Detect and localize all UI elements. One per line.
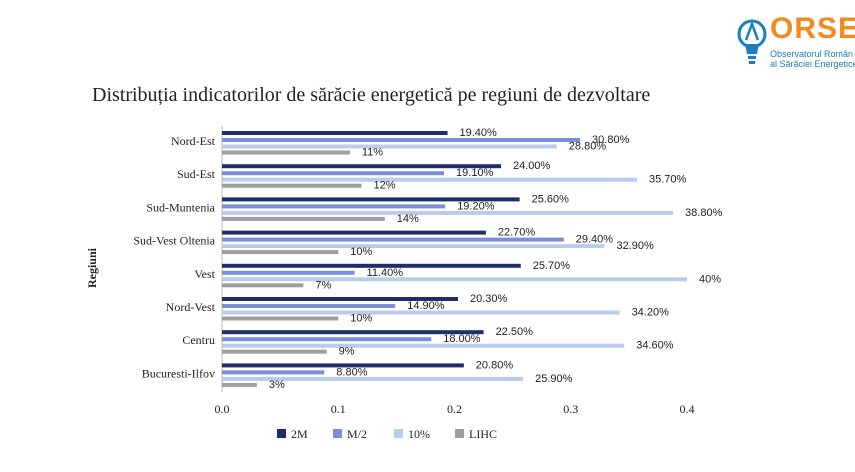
bar-10 (222, 376, 524, 381)
data-label: 8.80% (336, 366, 367, 378)
bar-10 (222, 310, 620, 315)
data-label: 3% (269, 379, 285, 391)
bar-2M (222, 197, 520, 202)
bar-M2 (222, 138, 581, 142)
logo-subtitle-line2: al Sărăciei Energetice (770, 59, 855, 69)
data-label: 10% (350, 313, 372, 325)
bar-2M (222, 263, 521, 268)
category-label: Sud-Muntenia (146, 200, 215, 214)
legend-label: M/2 (347, 427, 367, 441)
y-axis-title: Regiuni (85, 247, 99, 288)
data-label: 12% (374, 180, 396, 192)
lightbulb-icon (737, 19, 767, 64)
bar-10 (222, 144, 557, 149)
data-label: 22.70% (498, 227, 536, 239)
legend-label: 10% (408, 427, 430, 441)
legend-label: LIHC (469, 427, 497, 441)
category-label: Centru (182, 333, 215, 347)
category-label: Nord-Vest (166, 300, 216, 314)
logo-word: ORSE (770, 12, 855, 45)
bar-M2 (222, 171, 445, 176)
data-label: 32.90% (616, 240, 654, 252)
bar-2M (222, 131, 448, 135)
orse-logo (737, 19, 767, 64)
data-label: 34.60% (636, 340, 674, 352)
data-label: 7% (315, 279, 331, 291)
bar-2M (222, 297, 458, 301)
bar-LIHC (222, 283, 304, 288)
x-tick-label: 0.0 (215, 402, 230, 416)
bar-2M (222, 164, 501, 169)
bar-LIHC (222, 349, 327, 354)
logo-subtitle-line1: Observatorul Român (770, 49, 854, 59)
data-label: 25.60% (532, 193, 570, 205)
data-label: 29.40% (576, 234, 614, 246)
legend-swatch (394, 429, 403, 438)
bar-10 (222, 277, 687, 282)
category-label: Sud-Est (177, 167, 216, 181)
data-label: 11% (362, 147, 383, 159)
data-label: 22.50% (496, 326, 534, 338)
data-label: 19.40% (460, 127, 498, 139)
x-tick-label: 0.1 (331, 402, 346, 416)
bar-10 (222, 210, 674, 215)
bar-LIHC (222, 150, 350, 155)
bar-2M (222, 230, 486, 235)
data-label: 25.90% (535, 373, 573, 385)
x-tick-label: 0.2 (447, 402, 462, 416)
category-label: Vest (194, 267, 215, 281)
bar-LIHC (222, 382, 257, 387)
data-label: 10% (350, 246, 372, 258)
bar-2M (222, 330, 484, 335)
legend-swatch (333, 429, 342, 438)
bar-M2 (222, 370, 325, 375)
bar-2M (222, 363, 464, 368)
data-label: 19.10% (456, 167, 494, 179)
data-label: 14% (397, 213, 419, 225)
data-label: 11.40% (367, 267, 404, 279)
bar-LIHC (222, 250, 339, 255)
data-label: 38.80% (685, 207, 723, 219)
category-label: Bucuresti-Ilfov (142, 366, 215, 380)
legend-swatch (277, 429, 286, 438)
category-label: Sud-Vest Oltenia (133, 234, 215, 248)
x-tick-label: 0.4 (680, 402, 695, 416)
bar-LIHC (222, 183, 362, 188)
bar-LIHC (222, 216, 385, 221)
data-label: 9% (339, 346, 355, 358)
legend-label: 2M (291, 427, 308, 441)
bar-M2 (222, 204, 446, 209)
data-label: 40% (699, 273, 721, 285)
data-label: 20.80% (476, 359, 514, 371)
bar-10 (222, 244, 605, 249)
data-label: 35.70% (649, 174, 687, 186)
data-label: 14.90% (407, 300, 445, 312)
data-label: 30.80% (592, 134, 630, 146)
bar-M2 (222, 337, 432, 342)
category-label: Nord-Est (171, 134, 216, 148)
data-label: 18.00% (443, 333, 481, 345)
data-label: 20.30% (470, 293, 508, 305)
data-label: 24.00% (513, 160, 551, 172)
bar-M2 (222, 237, 564, 242)
data-label: 19.20% (457, 200, 495, 212)
x-tick-label: 0.3 (563, 402, 578, 416)
bar-M2 (222, 270, 355, 275)
bar-LIHC (222, 316, 339, 321)
chart-title: Distribuția indicatorilor de sărăcie ene… (92, 84, 651, 106)
legend-swatch (455, 429, 464, 438)
bar-10 (222, 177, 638, 182)
data-label: 34.20% (632, 307, 670, 319)
data-label: 28.80% (569, 141, 607, 153)
bar-M2 (222, 304, 396, 308)
bar-10 (222, 343, 625, 348)
data-label: 25.70% (533, 260, 571, 272)
